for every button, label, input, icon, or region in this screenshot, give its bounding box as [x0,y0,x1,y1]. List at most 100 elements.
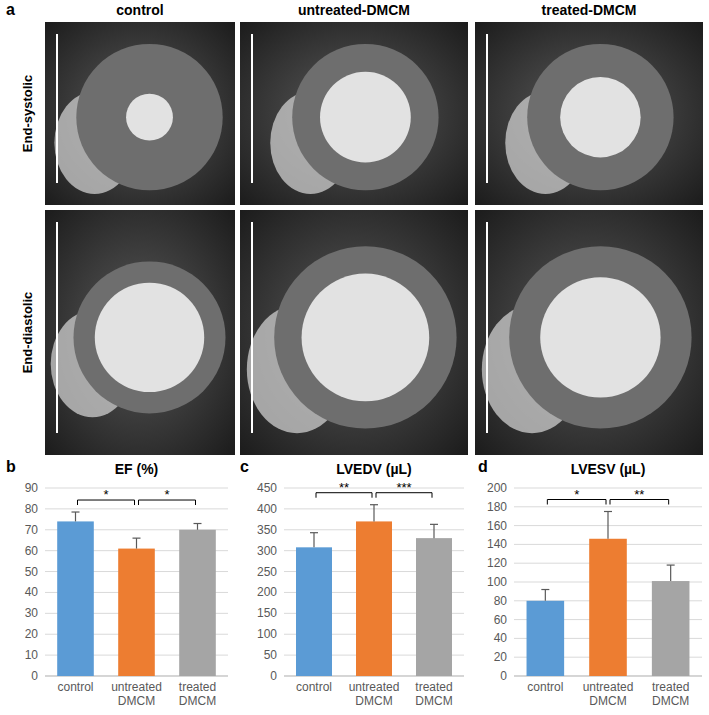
column-header: treated-DMCM [542,2,637,18]
y-tick-label: 40 [494,631,508,645]
error-bar-cap [604,511,612,512]
bar [416,538,452,676]
chart-title: LVESV (µL) [571,461,646,477]
y-tick-label: 140 [487,537,507,551]
mri-image [45,210,235,455]
chart: cLVEDV (µL)050100150200250300350400450co… [240,458,464,708]
y-tick-label: 100 [487,575,507,589]
row-header: End-systolic [20,75,35,152]
error-bar [541,590,549,601]
bar [652,581,690,676]
grid-line [514,488,702,489]
significance-label: * [574,487,579,502]
scale-bar [56,34,58,183]
y-tick-label: 30 [25,606,39,620]
myocardium [274,246,456,428]
blood-pool [540,277,660,397]
y-tick-label: 20 [25,627,39,641]
y-tick-label: 180 [487,500,507,514]
y-tick-label: 200 [257,585,277,599]
error-bar-cap [430,524,438,525]
error-bar-stem [545,590,546,601]
mri-image [475,22,703,205]
image-background [45,22,235,205]
y-tick-label: 0 [270,669,277,683]
y-tick-label: 250 [257,565,277,579]
y-tick-label: 0 [31,669,38,683]
x-tick-label: treatedDMCM [415,680,452,708]
mri-image [240,210,468,455]
grid-line [284,488,464,489]
scale-bar [486,222,488,433]
bar [527,601,565,676]
grid-line [514,506,702,507]
mri-image [240,22,468,205]
bar [296,547,332,676]
image-background [475,22,703,205]
bar [179,530,216,676]
y-tick-label: 50 [25,565,39,579]
error-bar-stem [670,565,671,581]
error-bar-stem [607,512,608,539]
y-tick-label: 0 [500,669,507,683]
plot-area [527,512,690,677]
y-tick-label: 350 [257,523,277,537]
scale-bar [486,34,488,183]
mri-image [45,22,235,205]
column-header: untreated-DMCM [298,2,410,18]
panel-label: a [6,1,15,18]
error-bar-stem [313,533,314,548]
grid-line [45,508,228,509]
y-tick-label: 10 [25,648,39,662]
error-bar-stem [433,524,434,538]
error-bar-cap [133,538,141,539]
mri-image [475,210,703,455]
error-bar-cap [72,511,80,512]
chart: dLVESV (µL)020406080100120140160180200co… [478,458,702,708]
error-bar-cap [667,564,675,565]
y-tick-label: 100 [257,627,277,641]
scale-bar [251,222,253,433]
image-background [240,210,468,455]
error-bar [667,565,675,581]
myocardium [74,261,226,413]
blood-pool [560,77,641,158]
error-bar-cap [194,523,202,524]
y-tick-label: 300 [257,544,277,558]
myocardium [76,44,222,190]
error-bar [133,538,141,548]
blood-pool [126,94,173,141]
blood-pool [302,274,430,402]
x-tick-label: control [527,680,563,694]
x-tick-label: control [57,680,93,694]
error-bar-stem [197,524,198,530]
y-tick-label: 150 [257,606,277,620]
x-tick-label: treatedDMCM [179,680,216,708]
significance-label: * [103,487,108,502]
grid-line [45,488,228,489]
bar [356,521,392,676]
error-bar-cap [541,589,549,590]
x-tick-label: untreatedDMCM [583,680,634,708]
x-tick-label: control [296,680,332,694]
scale-bar [251,34,253,183]
y-tick-label: 400 [257,502,277,516]
y-tick-label: 60 [25,544,39,558]
row-header: End-diastolic [20,292,35,374]
significance-label: ** [634,487,644,502]
blood-pool [95,283,204,392]
significance-label: * [164,487,169,502]
column-header: control [116,2,163,18]
error-bar [72,512,80,521]
x-tick-label: treatedDMCM [652,680,689,708]
y-tick-label: 60 [494,613,508,627]
bar [57,521,94,676]
error-bar [430,524,438,538]
myocardium [292,44,438,190]
y-tick-label: 80 [494,594,508,608]
error-bar-stem [373,505,374,522]
error-bar [604,512,612,539]
error-bar-cap [370,504,378,505]
chart: bEF (%)0102030405060708090controluntreat… [6,458,228,708]
y-tick-label: 40 [25,585,39,599]
